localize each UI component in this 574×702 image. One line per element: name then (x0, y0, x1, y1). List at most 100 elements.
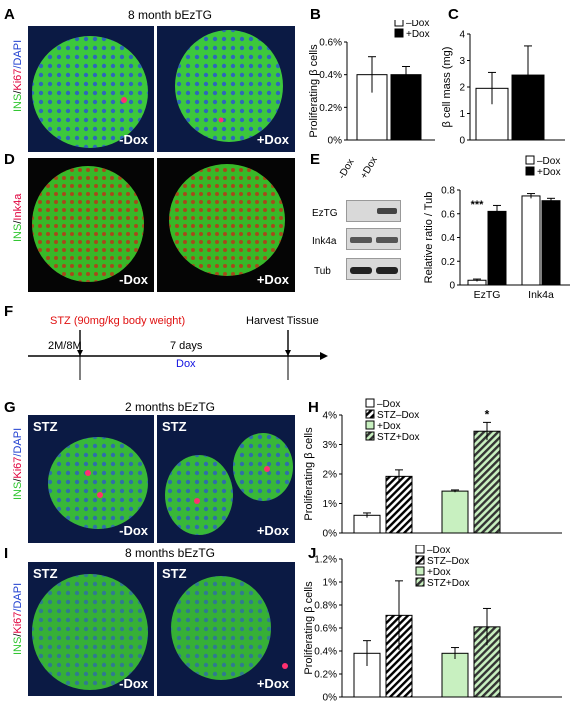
harvest-label: Harvest Tissue (246, 315, 319, 327)
significance-mark: *** (471, 199, 485, 211)
y-tick-label: 0% (323, 693, 338, 702)
legend-entry: STZ+Dox (377, 432, 420, 443)
chart-c: 0 1 2 3 4 β cell mass (mg) (441, 30, 565, 147)
islet-image (48, 437, 148, 529)
stz-tag: STZ (33, 566, 58, 581)
panel-letter-e: E (310, 151, 321, 168)
panel-i-title: 8 months bEzTG (124, 546, 216, 560)
y-tick-label: 0.2 (441, 257, 455, 268)
panel-d-stain-label: INS/Ink4a (12, 193, 24, 242)
y-tick-label: 1.2% (314, 555, 337, 566)
legend-entry: STZ+Dox (427, 578, 470, 589)
y-tick-label: 4% (323, 411, 338, 422)
y-tick-label: 0.8 (441, 186, 455, 197)
y-tick-label: 1% (323, 499, 338, 510)
panel-letter-d: D (4, 151, 15, 168)
y-axis-label: Proliferating β cells (303, 427, 315, 521)
bar--plus-dox (441, 652, 469, 698)
y-tick-label: 0% (323, 529, 338, 540)
legend-entry: +Dox (377, 421, 401, 432)
legend-swatch (365, 398, 375, 408)
bar-stz-minus-dox (385, 475, 413, 534)
timeline-arrowhead (320, 352, 328, 360)
y-tick-label: 0.6 (441, 209, 455, 220)
legend-entry: STZ–Dox (427, 556, 469, 567)
legend-swatch (365, 420, 375, 430)
y-tick-label: 0.2% (314, 670, 337, 681)
legend-swatch (365, 431, 375, 441)
y-tick-label: 2 (459, 83, 465, 94)
legend-entry: STZ–Dox (377, 410, 419, 421)
chart-h: 0% 1% 2% 3% 4% Proliferating β cells * –DoxSTZ–… (303, 398, 562, 540)
islet-image (165, 433, 293, 535)
western-blot-ink4a (346, 228, 401, 250)
dox-label: Dox (176, 358, 196, 370)
bar-eztg-plus-dox (487, 210, 507, 286)
micrograph-g-plus-dox: STZ +Dox (157, 415, 295, 543)
micrograph-a-plus-dox: +Dox (157, 26, 295, 152)
blot-row-tub: Tub (314, 266, 331, 277)
y-axis-label: Proliferating β cells (308, 44, 320, 138)
label-plus-dox: +Dox (256, 132, 289, 147)
y-tick-label: 0.6% (319, 38, 342, 49)
panel-letter-a: A (4, 6, 15, 23)
days-label: 7 days (170, 340, 203, 352)
panel-letter-g: G (4, 399, 16, 416)
chart-e: 0 0.2 0.4 0.6 0.8 Relative ratio / Tub EzTG Ink… (423, 155, 570, 298)
legend-swatch (365, 409, 375, 419)
y-tick-label: 0.6% (314, 624, 337, 635)
islet-image (171, 576, 288, 680)
stz-tag: STZ (33, 419, 58, 434)
y-axis-label: Relative ratio / Tub (423, 192, 435, 284)
panel-i-stain-label: INS/Ki67/DAPI (12, 582, 24, 655)
panel-letter-h: H (308, 399, 319, 416)
legend-entry: +Dox (406, 29, 430, 40)
chart-j: 0% 0.2% 0.4% 0.6% 0.8% 1% 1.2% Proliferating β … (303, 545, 562, 702)
y-tick-label: 0.4 (441, 233, 455, 244)
x-tick-label: EzTG (474, 289, 501, 298)
age-label: 2M/8M (48, 340, 82, 352)
islet-image (32, 574, 148, 690)
y-tick-label: 0.4% (314, 647, 337, 658)
legend-swatch (415, 577, 425, 587)
legend-entry: +Dox (427, 567, 451, 578)
y-tick-label: 2% (323, 470, 338, 481)
y-tick-label: 0 (449, 281, 455, 292)
islet-image (175, 30, 283, 142)
panel-letter-j: J (308, 545, 317, 562)
bar-plus-dox (390, 74, 422, 141)
label-minus-dox: -Dox (119, 272, 148, 287)
label-minus-dox: -Dox (119, 132, 148, 147)
y-tick-label: 3% (323, 440, 338, 451)
panel-a-title: 8 month bEzTG (127, 8, 213, 22)
y-tick-label: 0.4% (319, 70, 342, 81)
y-tick-label: 0.8% (314, 601, 337, 612)
y-tick-label: 1% (323, 578, 338, 589)
significance-mark: * (485, 407, 490, 421)
y-tick-label: 0.2% (319, 103, 342, 114)
legend-entry: –Dox (427, 545, 450, 556)
bar--plus-dox (441, 490, 469, 534)
chart-b: 0% 0.2% 0.4% 0.6%Proliferating β cells –Dox+… (308, 20, 435, 147)
micrograph-i-minus-dox: STZ -Dox (28, 562, 154, 696)
legend-swatch (394, 20, 404, 27)
islet-image (32, 166, 144, 282)
stz-tag: STZ (162, 419, 187, 434)
stz-label: STZ (90mg/kg body weight) (50, 315, 186, 327)
bar--minus-dox (353, 514, 381, 534)
y-tick-label: 1 (459, 109, 465, 120)
legend-swatch (415, 566, 425, 576)
panel-letter-b: B (310, 6, 321, 23)
bar-stz-plus-dox (473, 430, 501, 534)
y-tick-label: 0% (328, 136, 343, 147)
legend-entry: –Dox (377, 399, 400, 410)
panel-letter-i: I (4, 545, 9, 562)
islet-image (169, 164, 285, 276)
y-tick-label: 0 (459, 136, 465, 147)
western-blot-eztg (346, 200, 401, 222)
y-tick-label: 3 (459, 56, 465, 67)
stz-tag: STZ (162, 566, 187, 581)
y-tick-label: 4 (459, 30, 465, 41)
bar-ink4a-plus-dox (541, 200, 561, 286)
y-axis-label: β cell mass (mg) (441, 47, 453, 128)
